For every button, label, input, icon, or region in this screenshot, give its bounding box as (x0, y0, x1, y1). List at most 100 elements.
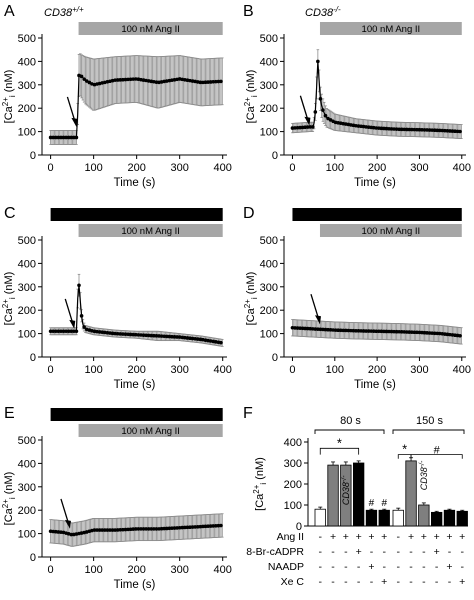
table-cell: - (370, 546, 374, 558)
data-point (369, 329, 373, 333)
x-tick-label: 400 (453, 364, 471, 376)
table-cell: + (459, 531, 465, 543)
data-point (97, 528, 102, 532)
table-cell: - (397, 546, 401, 558)
arrow-head (64, 519, 71, 529)
data-point (323, 113, 328, 118)
data-point (214, 79, 218, 84)
data-point (149, 527, 154, 531)
table-cell: - (331, 546, 335, 558)
x-tick-label: 100 (84, 564, 102, 576)
data-point (141, 527, 146, 531)
table-cell: - (461, 546, 465, 558)
data-point (404, 330, 409, 334)
data-point (397, 329, 401, 334)
data-point (74, 329, 79, 334)
x-tick-label: 200 (127, 162, 145, 174)
data-point (175, 526, 179, 530)
x-tick-label: 300 (170, 162, 188, 174)
panel-letter-c: C (4, 205, 16, 222)
y-tick-label: 0 (272, 150, 278, 162)
treatment-bar-label: 100 nM Ang II (121, 24, 180, 35)
data-point (121, 332, 125, 336)
data-point (404, 127, 409, 132)
bar (456, 510, 468, 527)
data-point (69, 532, 74, 537)
x-tick-label: 200 (127, 564, 145, 576)
data-point (56, 530, 61, 534)
data-point (300, 326, 305, 331)
data-point (356, 329, 361, 333)
treatment-bar-label: 2 μM Xe C (114, 410, 159, 421)
table-cell: - (435, 576, 439, 588)
bar-label: CD38-/- (341, 475, 351, 505)
group-bracket (392, 429, 465, 434)
data-point (305, 326, 310, 331)
data-point (113, 331, 117, 336)
data-point (313, 110, 318, 114)
bar (443, 509, 456, 527)
data-point (59, 530, 63, 534)
data-point (53, 529, 58, 534)
x-axis-label: Time (s) (114, 379, 156, 391)
x-tick-label: 200 (368, 162, 386, 174)
data-point (445, 129, 450, 133)
x-tick-label: 100 (84, 364, 102, 376)
table-cell: - (344, 576, 348, 588)
table-cell: - (331, 576, 335, 588)
y-tick-label: 100 (260, 329, 278, 341)
data-point (154, 527, 159, 531)
data-point (412, 127, 417, 132)
data-point (430, 128, 434, 132)
data-point (305, 125, 310, 129)
x-axis-label: Time (s) (354, 177, 396, 189)
table-cell: - (357, 576, 361, 588)
bar (314, 508, 326, 527)
data-point (440, 128, 445, 133)
data-point (113, 78, 117, 82)
data-point (308, 125, 313, 129)
data-point (69, 135, 74, 140)
x-axis-label: Time (s) (114, 579, 156, 591)
data-point (338, 328, 343, 333)
bar (378, 509, 390, 527)
table-cell: - (397, 561, 401, 573)
table-cell: - (397, 531, 401, 543)
x-tick-label: 200 (127, 364, 145, 376)
chart-panel-b: 100 nM Ang II 0 100 200 300 400 500 0 100 200 300 4… (243, 22, 471, 189)
data-point (193, 525, 197, 529)
data-point (172, 335, 177, 339)
y-tick-label: 400 (18, 56, 36, 68)
data-point (443, 128, 447, 133)
table-cell: + (434, 531, 440, 543)
x-tick-label: 100 (326, 364, 344, 376)
data-point (139, 527, 143, 531)
data-point (59, 329, 63, 334)
bar-label: CD38-/- (419, 460, 429, 490)
y-tick-label: 400 (18, 458, 36, 470)
y-tick-label: 0 (30, 150, 36, 162)
table-cell: - (319, 531, 323, 543)
data-point (211, 80, 216, 84)
data-point (415, 330, 419, 335)
group-bracket (314, 429, 385, 434)
data-point (123, 77, 128, 82)
data-point (379, 126, 384, 131)
data-point (321, 327, 325, 332)
treatment-bar-label: 100 nM Ang II (362, 226, 421, 237)
data-point (359, 329, 363, 333)
bar (430, 511, 443, 527)
data-point (323, 327, 328, 332)
x-tick-label: 400 (214, 564, 232, 576)
data-point (201, 80, 205, 85)
data-point (123, 332, 128, 336)
y-axis-label: [Ca2+i (nM) (1, 70, 17, 124)
table-cell: - (370, 576, 374, 588)
data-point (144, 527, 148, 531)
x-tick-label: 100 (326, 162, 344, 174)
x-tick-label: 300 (170, 564, 188, 576)
treatment-bar (50, 408, 223, 421)
data-point (162, 526, 166, 531)
table-cell: - (357, 561, 361, 573)
